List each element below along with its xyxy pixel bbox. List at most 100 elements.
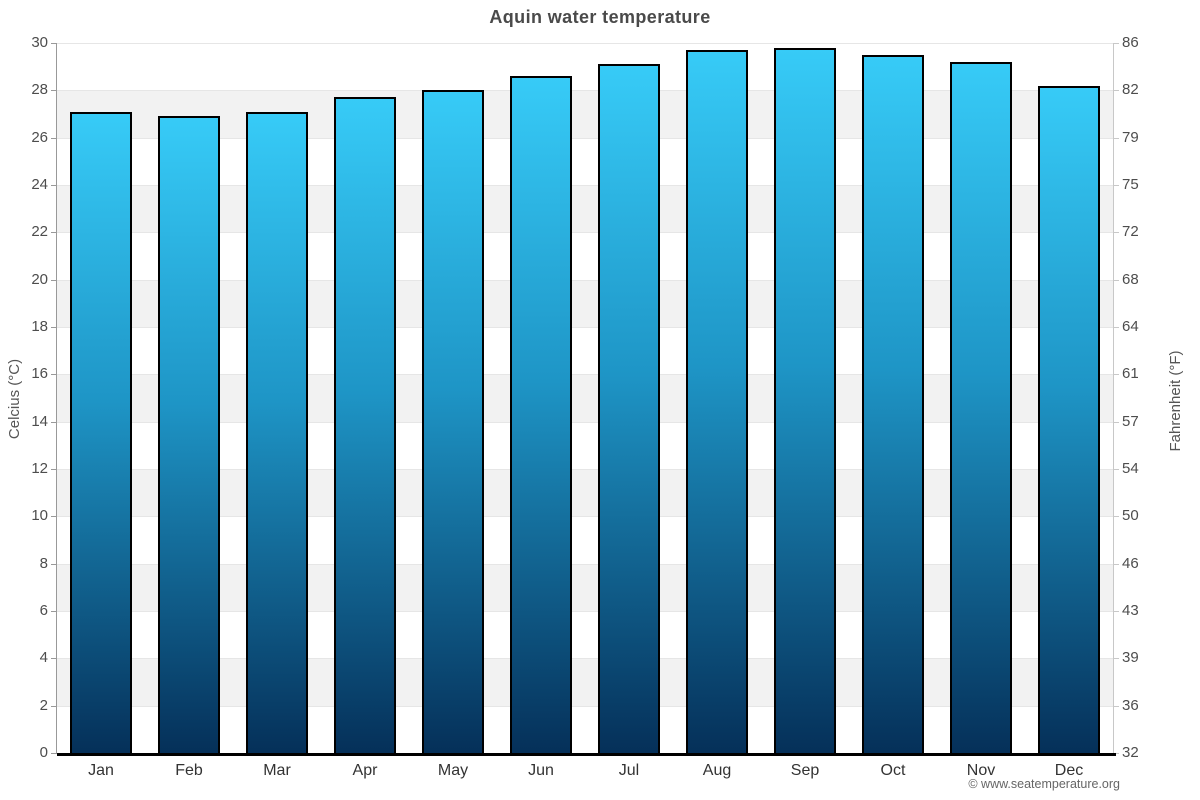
axis-tick-left (51, 137, 57, 139)
fahrenheit-tick-label: 75 (1122, 176, 1139, 193)
month-label-jul: Jul (618, 762, 640, 779)
fahrenheit-tick-label: 72 (1122, 223, 1139, 241)
fahrenheit-tick-label: 39 (1122, 649, 1139, 667)
axis-tick-right (1113, 43, 1119, 44)
bar-aug[interactable] (686, 50, 748, 753)
y-axis-title-fahrenheit: Fahrenheit (°F) (1167, 350, 1184, 452)
axis-tick-right (1113, 563, 1119, 565)
plot-band (57, 705, 1113, 753)
axis-tick-right (1113, 469, 1119, 470)
month-label-nov: Nov (966, 762, 996, 779)
bar-apr[interactable] (334, 97, 396, 753)
gridline (57, 516, 1113, 518)
celsius-tick-label: 16 (31, 365, 48, 383)
axis-tick-right (1113, 705, 1119, 707)
gridline (57, 705, 1113, 707)
fahrenheit-tick-label: 82 (1122, 81, 1139, 99)
axis-tick-right (1113, 137, 1119, 139)
bar-mar[interactable] (246, 111, 308, 753)
gridline (57, 611, 1113, 612)
axis-tick-left (51, 753, 57, 754)
axis-tick-right (1113, 185, 1119, 186)
fahrenheit-tick-label: 43 (1122, 602, 1139, 619)
bar-oct[interactable] (862, 54, 924, 753)
celsius-tick-label: 0 (39, 744, 48, 761)
fahrenheit-tick-label: 32 (1122, 744, 1139, 761)
gridline (57, 374, 1113, 376)
footer-credit: © www.seatemperature.org (968, 777, 1120, 791)
axis-tick-right (1113, 516, 1119, 518)
celsius-tick-label: 22 (31, 223, 48, 241)
y-axis-line-left (56, 43, 57, 753)
plot-band (57, 563, 1113, 611)
axis-tick-right (1113, 90, 1119, 92)
gridline (57, 43, 1113, 44)
gridline (57, 421, 1113, 423)
axis-tick-right (1113, 753, 1119, 754)
fahrenheit-tick-label: 61 (1122, 365, 1139, 383)
plot-band (57, 374, 1113, 422)
gridline (57, 469, 1113, 470)
axis-tick-left (51, 658, 57, 660)
axis-tick-right (1113, 374, 1119, 376)
plot-band (57, 516, 1113, 564)
axis-tick-left (51, 279, 57, 281)
bar-nov[interactable] (950, 61, 1012, 753)
gridline (57, 279, 1113, 281)
celsius-tick-label: 24 (31, 176, 48, 193)
axis-tick-right (1113, 611, 1119, 612)
axis-tick-right (1113, 421, 1119, 423)
celsius-tick-label: 20 (31, 270, 48, 288)
bar-sep[interactable] (774, 47, 836, 753)
bar-jun[interactable] (510, 76, 572, 753)
y-axis-line-right (1113, 43, 1114, 753)
axis-tick-left (51, 469, 57, 470)
fahrenheit-tick-label: 50 (1122, 507, 1139, 525)
fahrenheit-tick-label: 79 (1122, 128, 1139, 146)
plot-band (57, 232, 1113, 280)
plot-band (57, 421, 1113, 469)
axis-tick-left (51, 374, 57, 376)
celsius-tick-label: 10 (31, 507, 48, 525)
month-label-oct: Oct (880, 762, 906, 779)
plot-band (57, 137, 1113, 185)
axis-tick-right (1113, 327, 1119, 328)
month-label-dec: Dec (1054, 762, 1084, 779)
axis-tick-left (51, 705, 57, 707)
axis-tick-left (51, 327, 57, 328)
plot-band (57, 185, 1113, 233)
gridline (57, 90, 1113, 92)
month-label-feb: Feb (175, 762, 203, 779)
gridline (57, 658, 1113, 660)
celsius-tick-label: 4 (39, 649, 48, 667)
x-axis-line (57, 753, 1116, 756)
plot-band (57, 43, 1113, 91)
celsius-tick-label: 8 (39, 554, 48, 572)
month-label-may: May (437, 762, 469, 779)
plot-band (57, 90, 1113, 138)
gridline (57, 563, 1113, 565)
axis-tick-left (51, 90, 57, 92)
gridline (57, 137, 1113, 139)
axis-tick-left (51, 516, 57, 518)
axis-tick-right (1113, 232, 1119, 234)
plot-band (57, 658, 1113, 706)
fahrenheit-tick-label: 57 (1122, 412, 1139, 430)
bar-may[interactable] (422, 90, 484, 753)
bar-jul[interactable] (598, 64, 660, 753)
celsius-tick-label: 18 (31, 318, 48, 335)
bar-dec[interactable] (1038, 85, 1100, 753)
month-label-mar: Mar (263, 762, 291, 779)
bar-feb[interactable] (158, 116, 220, 753)
fahrenheit-tick-label: 46 (1122, 554, 1139, 572)
axis-tick-left (51, 421, 57, 423)
month-label-sep: Sep (790, 762, 820, 779)
celsius-tick-label: 26 (31, 128, 48, 146)
axis-tick-left (51, 611, 57, 612)
celsius-tick-label: 30 (31, 34, 48, 51)
celsius-tick-label: 28 (31, 81, 48, 99)
month-label-aug: Aug (702, 762, 732, 779)
bar-jan[interactable] (70, 111, 132, 753)
fahrenheit-tick-label: 68 (1122, 270, 1139, 288)
plot-band (57, 279, 1113, 327)
